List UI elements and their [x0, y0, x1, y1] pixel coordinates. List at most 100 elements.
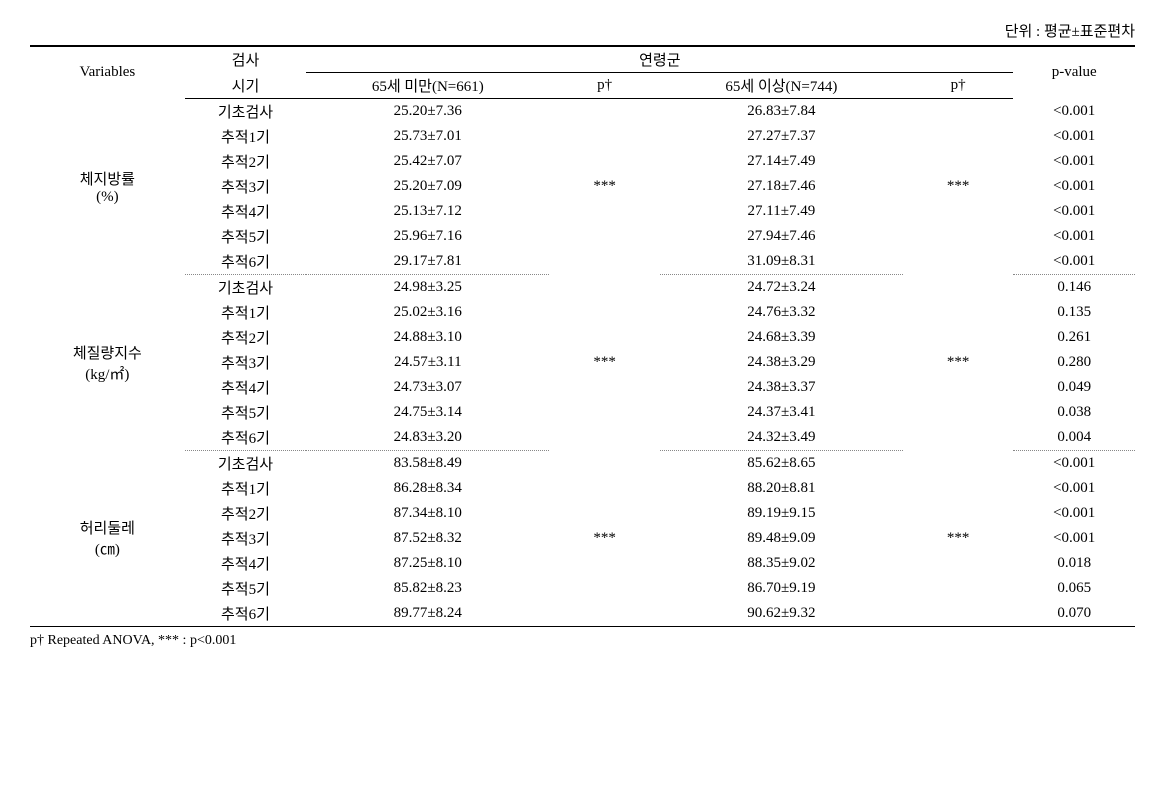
exam-time-cell: 기초검사 [185, 451, 307, 477]
exam-time-cell: 추적3기 [185, 174, 307, 199]
exam-time-cell: 추적2기 [185, 501, 307, 526]
variable-unit: (%) [34, 189, 181, 206]
exam-time-cell: 추적2기 [185, 149, 307, 174]
exam-time-cell: 기초검사 [185, 99, 307, 125]
pvalue-cell: <0.001 [1013, 199, 1135, 224]
pvalue-cell: 0.280 [1013, 350, 1135, 375]
header-variables: Variables [30, 46, 185, 99]
under65-value-cell: 24.98±3.25 [306, 275, 549, 301]
pvalue-cell: <0.001 [1013, 476, 1135, 501]
pvalue-cell: <0.001 [1013, 149, 1135, 174]
exam-time-cell: 추적6기 [185, 601, 307, 627]
variable-cell: 허리둘레(㎝) [30, 451, 185, 627]
over65-value-cell: 89.48±9.09 [660, 526, 903, 551]
over65-value-cell: 24.68±3.39 [660, 325, 903, 350]
under65-value-cell: 24.75±3.14 [306, 400, 549, 425]
exam-time-cell: 추적5기 [185, 400, 307, 425]
pvalue-cell: <0.001 [1013, 501, 1135, 526]
under65-value-cell: 24.57±3.11 [306, 350, 549, 375]
unit-label: 단위 : 평균±표준편차 [30, 20, 1135, 41]
pvalue-cell: 0.018 [1013, 551, 1135, 576]
significance-over-cell: *** [903, 99, 1014, 275]
pvalue-cell: <0.001 [1013, 174, 1135, 199]
pvalue-cell: 0.038 [1013, 400, 1135, 425]
over65-value-cell: 26.83±7.84 [660, 99, 903, 125]
under65-value-cell: 25.42±7.07 [306, 149, 549, 174]
pvalue-cell: 0.049 [1013, 375, 1135, 400]
over65-value-cell: 27.14±7.49 [660, 149, 903, 174]
over65-value-cell: 31.09±8.31 [660, 249, 903, 275]
over65-value-cell: 88.35±9.02 [660, 551, 903, 576]
exam-time-cell: 추적4기 [185, 375, 307, 400]
over65-value-cell: 24.37±3.41 [660, 400, 903, 425]
header-pvalue: p-value [1013, 46, 1135, 99]
over65-value-cell: 89.19±9.15 [660, 501, 903, 526]
under65-value-cell: 87.34±8.10 [306, 501, 549, 526]
under65-value-cell: 25.02±3.16 [306, 300, 549, 325]
under65-value-cell: 29.17±7.81 [306, 249, 549, 275]
footnote: p† Repeated ANOVA, *** : p<0.001 [30, 633, 1135, 649]
exam-time-cell: 추적5기 [185, 224, 307, 249]
under65-value-cell: 24.83±3.20 [306, 425, 549, 451]
exam-time-cell: 추적4기 [185, 551, 307, 576]
pvalue-cell: 0.070 [1013, 601, 1135, 627]
pvalue-cell: <0.001 [1013, 526, 1135, 551]
over65-value-cell: 88.20±8.81 [660, 476, 903, 501]
pvalue-cell: <0.001 [1013, 249, 1135, 275]
exam-time-cell: 추적6기 [185, 425, 307, 451]
over65-value-cell: 24.72±3.24 [660, 275, 903, 301]
pvalue-cell: <0.001 [1013, 124, 1135, 149]
variable-name: 체지방률 [34, 168, 181, 189]
over65-value-cell: 24.38±3.37 [660, 375, 903, 400]
pvalue-cell: 0.004 [1013, 425, 1135, 451]
header-over65: 65세 이상(N=744) [660, 73, 903, 99]
under65-value-cell: 25.13±7.12 [306, 199, 549, 224]
exam-time-cell: 추적1기 [185, 124, 307, 149]
pvalue-cell: 0.261 [1013, 325, 1135, 350]
exam-time-cell: 추적5기 [185, 576, 307, 601]
under65-value-cell: 24.88±3.10 [306, 325, 549, 350]
variable-unit: (kg/㎡) [34, 363, 181, 384]
over65-value-cell: 27.11±7.49 [660, 199, 903, 224]
under65-value-cell: 25.73±7.01 [306, 124, 549, 149]
significance-under-cell: *** [549, 275, 660, 451]
pvalue-cell: <0.001 [1013, 224, 1135, 249]
exam-time-cell: 추적6기 [185, 249, 307, 275]
exam-time-cell: 추적4기 [185, 199, 307, 224]
significance-under-cell: *** [549, 99, 660, 275]
under65-value-cell: 25.20±7.36 [306, 99, 549, 125]
under65-value-cell: 85.82±8.23 [306, 576, 549, 601]
over65-value-cell: 24.32±3.49 [660, 425, 903, 451]
significance-over-cell: *** [903, 275, 1014, 451]
variable-name: 체질량지수 [34, 342, 181, 363]
exam-time-cell: 기초검사 [185, 275, 307, 301]
exam-time-cell: 추적1기 [185, 476, 307, 501]
over65-value-cell: 86.70±9.19 [660, 576, 903, 601]
data-table: Variables 검사 연령군 p-value 시기 65세 미만(N=661… [30, 45, 1135, 627]
over65-value-cell: 27.18±7.46 [660, 174, 903, 199]
under65-value-cell: 87.52±8.32 [306, 526, 549, 551]
pvalue-cell: <0.001 [1013, 99, 1135, 125]
over65-value-cell: 85.62±8.65 [660, 451, 903, 477]
header-p-dagger-2: p† [903, 73, 1014, 99]
header-p-dagger-1: p† [549, 73, 660, 99]
variable-cell: 체질량지수(kg/㎡) [30, 275, 185, 451]
over65-value-cell: 24.76±3.32 [660, 300, 903, 325]
over65-value-cell: 27.94±7.46 [660, 224, 903, 249]
pvalue-cell: 0.146 [1013, 275, 1135, 301]
variable-name: 허리둘레 [34, 517, 181, 538]
under65-value-cell: 89.77±8.24 [306, 601, 549, 627]
under65-value-cell: 86.28±8.34 [306, 476, 549, 501]
pvalue-cell: 0.065 [1013, 576, 1135, 601]
header-under65: 65세 미만(N=661) [306, 73, 549, 99]
exam-time-cell: 추적2기 [185, 325, 307, 350]
over65-value-cell: 90.62±9.32 [660, 601, 903, 627]
variable-unit: (㎝) [34, 538, 181, 559]
exam-time-cell: 추적3기 [185, 350, 307, 375]
exam-time-cell: 추적1기 [185, 300, 307, 325]
exam-time-cell: 추적3기 [185, 526, 307, 551]
under65-value-cell: 83.58±8.49 [306, 451, 549, 477]
header-exam-time-1: 검사 [185, 46, 307, 73]
under65-value-cell: 25.96±7.16 [306, 224, 549, 249]
over65-value-cell: 27.27±7.37 [660, 124, 903, 149]
